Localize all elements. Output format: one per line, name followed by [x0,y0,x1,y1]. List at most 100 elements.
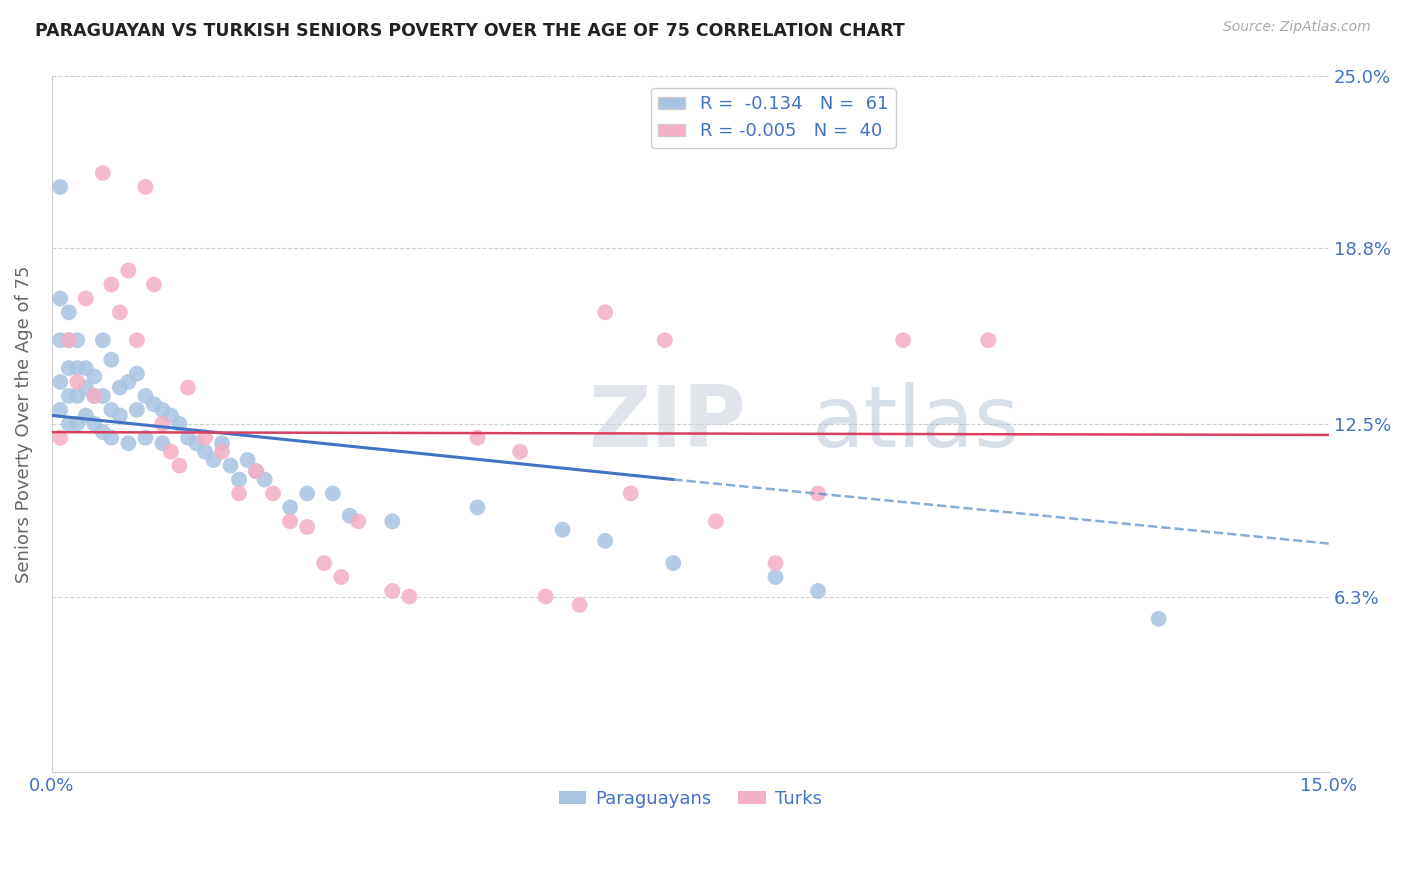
Point [108,381,131,395]
Point [160,444,183,458]
Point [58,417,80,431]
Point [49,375,72,389]
Legend: Paraguayans, Turks: Paraguayans, Turks [551,783,828,815]
Point [253,473,276,487]
Point [75,361,97,376]
Point [322,486,344,500]
Point [381,514,404,528]
Point [100,277,122,292]
Point [66,333,89,347]
Point [125,333,148,347]
Point [339,508,361,523]
Point [66,375,89,389]
Point [467,500,489,515]
Point [1147,612,1170,626]
Point [177,381,200,395]
Point [245,464,267,478]
Point [49,292,72,306]
Point [245,464,267,478]
Text: atlas: atlas [811,383,1019,466]
Point [152,436,174,450]
Point [278,500,301,515]
Point [977,333,1000,347]
Point [534,590,557,604]
Text: ZIP: ZIP [588,383,747,466]
Point [551,523,574,537]
Point [142,397,165,411]
Point [117,263,139,277]
Point [134,389,156,403]
Point [593,305,616,319]
Point [91,425,114,439]
Point [58,361,80,376]
Point [169,458,191,473]
Point [807,486,830,500]
Point [117,375,139,389]
Point [398,590,420,604]
Point [177,431,200,445]
Point [58,333,80,347]
Point [75,409,97,423]
Point [100,431,122,445]
Point [262,486,284,500]
Point [108,409,131,423]
Point [91,166,114,180]
Text: PARAGUAYAN VS TURKISH SENIORS POVERTY OVER THE AGE OF 75 CORRELATION CHART: PARAGUAYAN VS TURKISH SENIORS POVERTY OV… [35,22,905,40]
Point [228,473,250,487]
Point [58,389,80,403]
Point [58,333,80,347]
Point [66,417,89,431]
Point [134,180,156,194]
Point [91,389,114,403]
Point [765,570,787,584]
Point [49,431,72,445]
Point [83,369,105,384]
Point [75,292,97,306]
Point [49,402,72,417]
Point [295,520,318,534]
Point [211,444,233,458]
Point [509,444,531,458]
Point [66,389,89,403]
Point [228,486,250,500]
Point [219,458,242,473]
Point [100,402,122,417]
Point [83,389,105,403]
Point [278,514,301,528]
Point [704,514,727,528]
Point [49,180,72,194]
Point [568,598,591,612]
Point [381,584,404,599]
Point [347,514,370,528]
Point [75,381,97,395]
Point [211,436,233,450]
Point [236,453,259,467]
Point [142,277,165,292]
Point [83,389,105,403]
Point [194,431,217,445]
Point [620,486,643,500]
Point [152,417,174,431]
Point [125,367,148,381]
Point [134,431,156,445]
Point [194,444,217,458]
Point [100,352,122,367]
Point [891,333,914,347]
Point [662,556,685,570]
Point [186,436,208,450]
Point [169,417,191,431]
Point [807,584,830,599]
Point [202,453,225,467]
Point [125,402,148,417]
Point [108,305,131,319]
Text: Source: ZipAtlas.com: Source: ZipAtlas.com [1223,20,1371,34]
Point [58,305,80,319]
Point [91,333,114,347]
Point [117,436,139,450]
Point [314,556,336,570]
Y-axis label: Seniors Poverty Over the Age of 75: Seniors Poverty Over the Age of 75 [15,265,32,582]
Point [49,333,72,347]
Point [152,402,174,417]
Point [330,570,353,584]
Point [83,417,105,431]
